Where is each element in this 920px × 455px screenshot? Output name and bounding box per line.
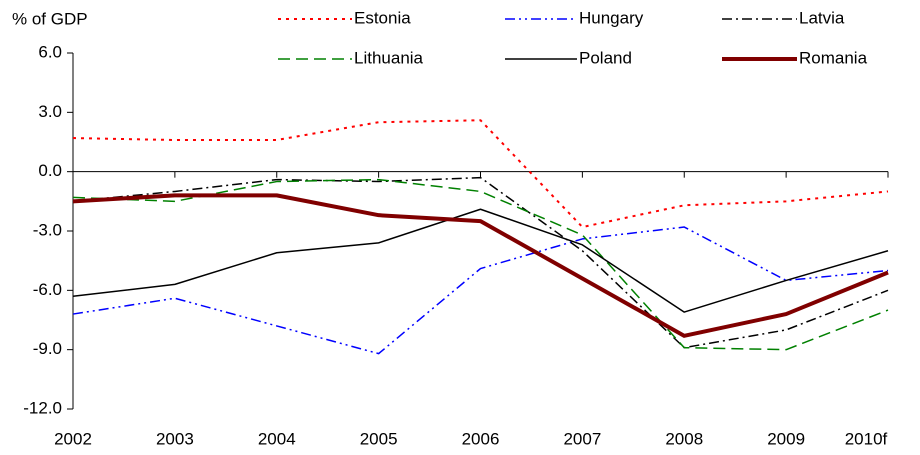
legend-label: Romania (799, 48, 868, 67)
x-tick-label: 2004 (258, 429, 296, 448)
x-tick-label: 2007 (563, 429, 601, 448)
x-tick-label: 2005 (360, 429, 398, 448)
x-tick-label: 2006 (462, 429, 500, 448)
series-line (72, 176, 889, 349)
y-tick-label: -3.0 (33, 220, 62, 239)
series-line (72, 178, 889, 351)
x-tick-label: 2009 (767, 429, 805, 448)
x-tick-label: 2002 (54, 429, 92, 448)
x-tick-label: 2003 (156, 429, 194, 448)
y-tick-label: -12.0 (23, 398, 62, 417)
y-tick-label: 3.0 (38, 102, 62, 121)
series-line (72, 193, 889, 338)
series-line (72, 208, 889, 313)
series-line (72, 226, 889, 355)
legend-label: Latvia (799, 8, 845, 27)
legend-label: Hungary (579, 8, 644, 27)
legend-label: Lithuania (354, 48, 424, 67)
y-tick-label: 0.0 (38, 161, 62, 180)
x-tick-label: 2010f (845, 429, 888, 448)
y-tick-label: 6.0 (38, 42, 62, 61)
series-line (72, 119, 889, 229)
y-tick-label: -9.0 (33, 339, 62, 358)
y-tick-label: -6.0 (33, 280, 62, 299)
y-axis-label: % of GDP (12, 9, 88, 28)
x-tick-label: 2008 (665, 429, 703, 448)
legend-label: Estonia (354, 8, 411, 27)
legend-label: Poland (579, 48, 632, 67)
